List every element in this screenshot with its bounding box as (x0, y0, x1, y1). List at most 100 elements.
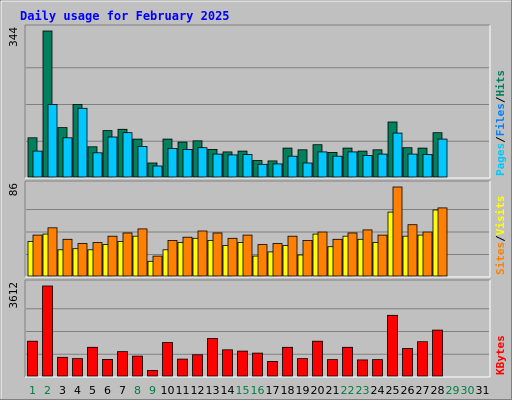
bar-sites-day-23 (362, 229, 373, 277)
legend-kbytes: KBytes (494, 335, 507, 375)
bar-files-day-25 (392, 132, 403, 178)
bar-sites-day-5 (92, 242, 103, 277)
x-tick-label-day-23: 23 (356, 384, 370, 397)
bar-files-day-17 (272, 163, 283, 178)
bar-sites-day-10 (167, 239, 178, 277)
chart-title: Daily usage for February 2025 (20, 9, 230, 23)
x-tick-label-day-27: 27 (416, 384, 430, 397)
bar-kbytes-day-5 (87, 346, 98, 377)
x-tick-label-day-28: 28 (431, 384, 445, 397)
bar-sites-day-22 (347, 232, 358, 277)
bar-files-day-11 (182, 148, 193, 178)
bar-kbytes-day-14 (222, 349, 233, 377)
y-max-label: 86 (7, 183, 20, 196)
x-tick-label-day-25: 25 (386, 384, 400, 397)
y-max-label: 344 (7, 27, 20, 47)
bar-files-day-3 (62, 137, 73, 178)
bar-kbytes-day-25 (387, 314, 398, 377)
bar-sites-day-25 (392, 186, 403, 277)
bar-kbytes-day-24 (372, 359, 383, 377)
x-tick-label-day-12: 12 (191, 384, 205, 397)
x-tick-label-day-18: 18 (281, 384, 295, 397)
bar-sites-day-18 (287, 235, 298, 277)
legend-part: / (494, 96, 507, 103)
bar-kbytes-day-11 (177, 358, 188, 377)
x-tick-label-day-11: 11 (176, 384, 190, 397)
x-tick-label-day-7: 7 (119, 384, 126, 397)
x-axis-labels: 1 2 3 4 5 6 7 8 9 10 11 12 13 14 15 16 17 18 19 20 21 22 23 24 2… (29, 384, 490, 397)
bar-kbytes-day-28 (432, 329, 443, 377)
bar-files-day-28 (437, 138, 448, 178)
bar-kbytes-day-6 (102, 358, 113, 377)
bar-files-day-1 (32, 150, 43, 178)
bar-sites-day-12 (197, 230, 208, 277)
x-tick-label-day-15: 15 (236, 384, 250, 397)
bar-files-day-23 (362, 154, 373, 178)
bar-sites-day-13 (212, 232, 223, 277)
bar-kbytes-day-20 (312, 340, 323, 377)
legend-part: KBytes (494, 335, 507, 375)
bar-sites-day-6 (107, 235, 118, 277)
x-tick-label-day-1: 1 (29, 384, 36, 397)
bar-kbytes-day-3 (57, 356, 68, 377)
legend-part: Files (494, 103, 507, 136)
x-tick-label-day-10: 10 (161, 384, 175, 397)
bar-files-day-16 (257, 163, 268, 178)
bar-files-day-9 (152, 165, 163, 178)
bar-sites-day-15 (242, 234, 253, 277)
bar-sites-day-4 (77, 243, 88, 277)
bar-sites-day-1 (32, 234, 43, 277)
bar-files-day-22 (347, 151, 358, 178)
legend-part: Sites (494, 242, 507, 275)
bar-files-day-15 (242, 154, 253, 178)
bar-files-day-12 (197, 147, 208, 178)
x-tick-label-day-8: 8 (134, 384, 141, 397)
bar-kbytes-day-18 (282, 346, 293, 377)
bar-kbytes-day-21 (327, 359, 338, 377)
bar-sites-day-16 (257, 244, 268, 277)
x-tick-label-day-19: 19 (296, 384, 310, 397)
bar-kbytes-day-4 (72, 358, 83, 377)
bar-kbytes-day-26 (402, 348, 413, 377)
bar-sites-day-19 (302, 239, 313, 277)
bar-sites-day-24 (377, 234, 388, 277)
legend-part: Visits (494, 196, 507, 236)
x-tick-label-day-21: 21 (326, 384, 340, 397)
bar-kbytes-day-16 (252, 352, 263, 377)
x-tick-label-day-22: 22 (341, 384, 355, 397)
bar-sites-day-26 (407, 224, 418, 277)
bar-files-day-2 (47, 104, 58, 178)
bar-files-day-24 (377, 153, 388, 178)
bar-kbytes-day-7 (117, 351, 128, 377)
legend-part: Hits (494, 70, 507, 97)
x-tick-label-day-30: 30 (461, 384, 475, 397)
bar-sites-day-14 (227, 237, 238, 277)
legend-part: / (494, 136, 507, 143)
bar-kbytes-day-13 (207, 338, 218, 377)
bar-kbytes-day-8 (132, 355, 143, 377)
bar-files-day-10 (167, 148, 178, 178)
bar-files-day-8 (137, 145, 148, 178)
x-tick-label-day-24: 24 (371, 384, 385, 397)
bar-files-day-26 (407, 153, 418, 178)
y-max-label: 3612 (7, 282, 20, 309)
bar-sites-day-3 (62, 238, 73, 277)
x-tick-label-day-16: 16 (251, 384, 265, 397)
x-tick-label-day-20: 20 (311, 384, 325, 397)
x-tick-label-day-9: 9 (149, 384, 156, 397)
bar-kbytes-day-12 (192, 354, 203, 377)
bar-kbytes-day-22 (342, 346, 353, 377)
bar-files-day-13 (212, 153, 223, 178)
x-tick-label-day-13: 13 (206, 384, 220, 397)
x-tick-label-day-3: 3 (59, 384, 66, 397)
bar-sites-day-8 (137, 228, 148, 277)
bar-files-day-20 (317, 151, 328, 178)
bar-sites-day-11 (182, 236, 193, 277)
legend-part: / (494, 235, 507, 242)
x-tick-label-day-14: 14 (221, 384, 235, 397)
panel-visits-sites: 86 Sites/Visits (7, 180, 507, 278)
bar-kbytes-day-23 (357, 359, 368, 377)
